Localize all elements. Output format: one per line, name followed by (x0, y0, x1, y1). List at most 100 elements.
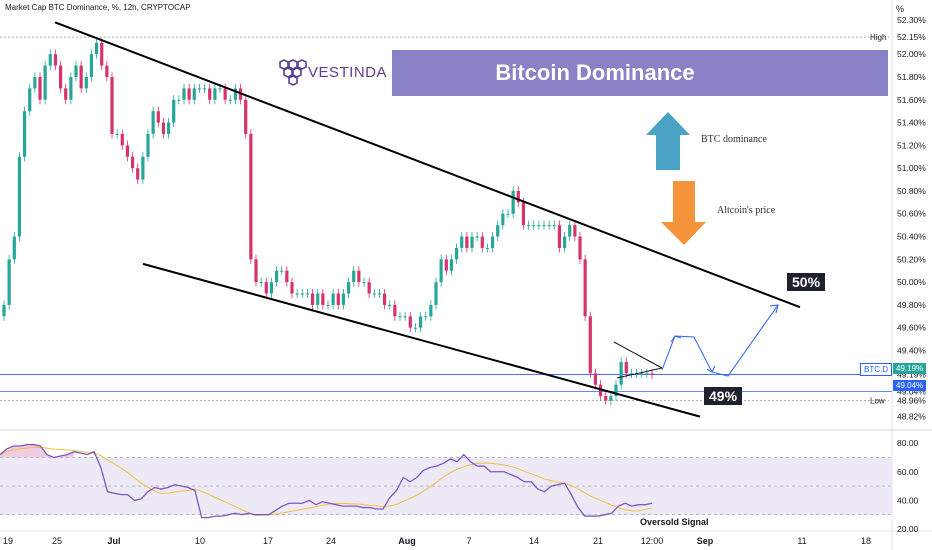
target-low-badge: 49% (704, 387, 743, 405)
y-tick-label: 52.30% (897, 15, 926, 25)
y-tick-label: 51.60% (897, 95, 926, 105)
candle (125, 145, 130, 157)
candle (578, 236, 582, 260)
channel-lower-trendline (142, 262, 701, 418)
x-tick-label: 11 (797, 536, 806, 546)
y-tick-label: 51.00% (897, 163, 926, 173)
candle (454, 247, 459, 260)
candle (161, 122, 166, 134)
candle (629, 373, 634, 375)
title-banner: Bitcoin Dominance (392, 50, 888, 96)
candle (593, 373, 598, 385)
candle (223, 88, 227, 100)
candle (429, 304, 433, 317)
candles (2, 38, 654, 406)
up-arrow-label: BTC dominance (701, 134, 767, 145)
candle (583, 259, 587, 317)
candle (434, 282, 438, 305)
candle (367, 282, 371, 294)
y-tick-label: 49.04% (897, 387, 926, 397)
chart-title: Market Cap BTC Dominance, %, 12h, CRYPTO… (5, 3, 191, 12)
x-tick-label: 7 (466, 536, 471, 546)
target-high-badge: 50% (787, 273, 826, 291)
candle (187, 88, 191, 100)
candle (166, 122, 171, 134)
trendlines (54, 21, 801, 418)
candle (614, 384, 618, 397)
channel-upper-trendline (54, 21, 801, 309)
x-tick-label: 25 (52, 536, 62, 546)
candle (377, 293, 382, 295)
candle (213, 88, 217, 100)
candle (316, 293, 320, 305)
candle (444, 259, 448, 271)
x-tick-label: 18 (861, 536, 871, 546)
y-tick-label: 48.82% (897, 412, 926, 422)
candle (136, 168, 140, 180)
candle (290, 282, 294, 294)
candle (228, 99, 232, 101)
candle (105, 65, 109, 77)
candle (352, 270, 356, 283)
x-tick-label: 17 (263, 536, 273, 546)
candle (460, 236, 464, 248)
oversold-label: Oversold Signal (640, 517, 709, 527)
rsi-line (0, 443, 653, 519)
y-tick-label: 49.40% (897, 346, 926, 356)
candle (336, 293, 340, 305)
candle (172, 99, 176, 123)
rsi-oversold-fill (564, 514, 619, 517)
y-tick-label: 51.80% (897, 72, 926, 82)
y-tick-label: 50.20% (897, 254, 926, 264)
brand-name: VESTINDA (308, 64, 388, 81)
candle (403, 316, 407, 318)
candle (326, 304, 330, 306)
candle (28, 88, 32, 112)
x-tick-label: Sep (697, 536, 714, 546)
x-tick-label: 12:00 (641, 536, 664, 546)
candle (393, 304, 397, 317)
candle (439, 259, 443, 283)
candle (526, 225, 531, 227)
down-arrow-label: Altcoin's price (717, 205, 776, 216)
axis-unit-label: % (896, 4, 905, 14)
rsi-overbought-fill (0, 444, 74, 458)
candle (43, 65, 47, 100)
candle (331, 293, 335, 305)
candle (568, 225, 572, 237)
y-tick-label: 50.60% (897, 209, 926, 219)
candle (100, 42, 104, 66)
candle (624, 361, 628, 374)
candle (341, 293, 346, 305)
candle (424, 316, 428, 318)
candle (89, 54, 94, 77)
altcoin-price-down-arrow (661, 181, 706, 245)
current-value-tag: 49.19% (893, 363, 927, 374)
axes: 52.30% 52.15% 52.00% 51.80% 51.60% 51.40% 51.2… (3, 15, 926, 546)
candle (130, 156, 135, 169)
candle (475, 236, 479, 238)
rsi-tick-label: 20.00 (897, 524, 919, 534)
y-tick-label: 49.80% (897, 300, 926, 310)
candle (413, 327, 418, 329)
candle (511, 190, 515, 214)
level-value-tag: 49.04% (893, 380, 927, 391)
candle (470, 236, 474, 248)
symbol-tag: BTC.D (860, 363, 892, 376)
candle (321, 293, 325, 305)
rsi-panel: 80.00 60.00 40.00 20.00 (0, 438, 919, 534)
candle (202, 88, 207, 90)
candle (48, 54, 52, 66)
candle (69, 76, 73, 100)
candle (120, 133, 124, 146)
candle (650, 373, 654, 375)
candle (249, 133, 253, 260)
candle (177, 99, 181, 101)
candle (7, 259, 11, 305)
candle (254, 259, 258, 283)
candle (418, 316, 423, 328)
candle (295, 293, 299, 295)
candle (197, 88, 202, 90)
candle (305, 293, 310, 295)
